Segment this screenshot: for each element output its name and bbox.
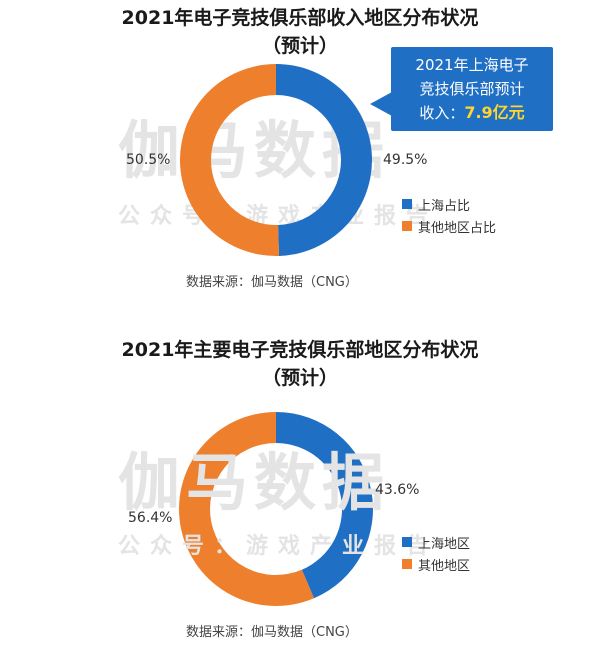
callout-line-2: 竞技俱乐部预计 (419, 80, 525, 98)
callout-line-1: 2021年上海电子 (415, 56, 529, 74)
chart1-source: 数据来源：伽马数据（CNG） (186, 275, 358, 290)
legend-swatch-orange (402, 559, 412, 569)
shanghai-revenue-callout: 2021年上海电子 竞技俱乐部预计 收入：7.9亿元 (391, 47, 553, 131)
chart1-legend-item-shanghai: 上海占比 (402, 193, 496, 215)
donut-chart-2 (178, 412, 374, 607)
legend-label: 上海地区 (418, 536, 471, 552)
chart2-subtitle: （预计） (261, 367, 338, 389)
watermark-account-text: 公众号：游戏产业报告 (118, 534, 439, 559)
chart1-subtitle: （预计） (261, 35, 338, 57)
callout-line-3: 收入：7.9亿元 (391, 101, 553, 125)
callout-pointer (370, 92, 392, 116)
chart2-legend-item-other: 其他地区 (402, 553, 470, 575)
chart2-legend-item-shanghai: 上海地区 (402, 531, 470, 553)
chart1-legend: 上海占比 其他地区占比 (402, 193, 496, 237)
chart1-label-shanghai: 49.5% (383, 152, 428, 168)
watermark-logo-text: 伽马数据 (118, 446, 391, 519)
chart2-label-shanghai: 43.6% (375, 482, 420, 498)
watermark-account-text: 公众号：游戏产业报告 (118, 204, 439, 229)
donut-chart-1 (180, 64, 373, 256)
legend-swatch-blue (402, 199, 412, 209)
chart1-title: 2021年电子竞技俱乐部收入地区分布状况 (121, 7, 479, 29)
donut-slice-shanghai (276, 64, 373, 256)
chart2-label-other: 56.4% (128, 510, 173, 526)
legend-swatch-blue (402, 537, 412, 547)
donut-slice-shanghai (276, 412, 374, 599)
legend-label: 其他地区占比 (418, 220, 497, 236)
callout-value: 7.9亿元 (464, 103, 525, 122)
donut-slice-other (178, 412, 314, 607)
legend-swatch-orange (402, 221, 412, 231)
legend-label: 其他地区 (418, 558, 471, 574)
chart2-legend: 上海地区 其他地区 (402, 531, 470, 575)
chart1-legend-item-other: 其他地区占比 (402, 215, 496, 237)
donut-slice-other (180, 64, 280, 256)
chart2-title: 2021年主要电子竞技俱乐部地区分布状况 (121, 339, 479, 361)
callout-prefix: 收入： (419, 104, 465, 122)
chart1-label-other: 50.5% (126, 152, 171, 168)
legend-label: 上海占比 (418, 198, 471, 214)
chart2-source: 数据来源：伽马数据（CNG） (186, 625, 358, 640)
